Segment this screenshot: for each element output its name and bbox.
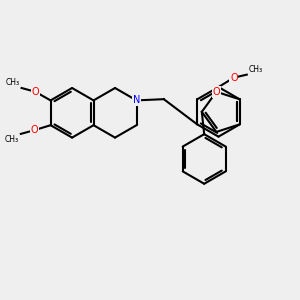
- Text: O: O: [32, 87, 39, 97]
- Text: N: N: [133, 95, 140, 105]
- Text: CH₃: CH₃: [249, 65, 263, 74]
- Text: CH₃: CH₃: [5, 135, 19, 144]
- Text: O: O: [230, 73, 238, 82]
- Text: CH₃: CH₃: [6, 78, 20, 87]
- Text: O: O: [31, 125, 38, 135]
- Text: O: O: [213, 87, 220, 97]
